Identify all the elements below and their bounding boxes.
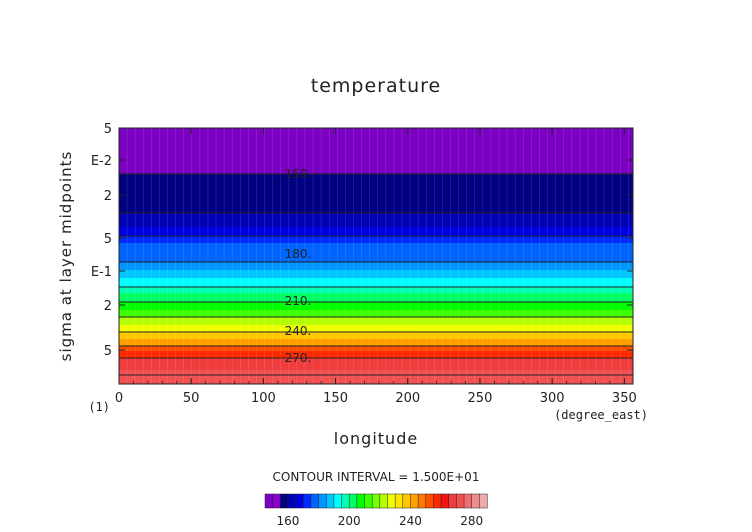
colorbar-tick-label: 240 (399, 514, 422, 528)
x-axis-label: longitude (334, 429, 418, 448)
colorbar-swatch (440, 493, 450, 509)
y-tick-label: 5 (104, 344, 112, 359)
y-tick-label: 5 (104, 122, 112, 137)
x-tick-label: 50 (183, 391, 200, 406)
colorbar-tick-label: 280 (460, 514, 483, 528)
contour-band (119, 339, 633, 347)
contour-band (119, 358, 633, 371)
colorbar-swatch (295, 493, 304, 509)
x-tick-label: 300 (540, 391, 565, 406)
y-tick-label: E-1 (91, 265, 112, 280)
colorbar-swatch (356, 493, 366, 509)
colorbar-swatch (471, 493, 480, 509)
colorbar-swatch (348, 493, 358, 509)
colorbar-swatch (387, 493, 396, 509)
colorbar-swatch (402, 493, 411, 509)
contour-band (119, 302, 633, 311)
colorbar: 160 200 240 280 (264, 493, 488, 528)
colorbar-swatch (280, 493, 289, 509)
contour-label: 150. (285, 167, 312, 181)
x-axis-units: (degree_east) (554, 408, 648, 422)
contour-band (119, 370, 633, 385)
contour-band (119, 325, 633, 333)
colorbar-swatch (287, 493, 297, 509)
colorbar-swatch (479, 493, 488, 509)
x-tick-label: 200 (395, 391, 420, 406)
contour-band (119, 128, 633, 175)
colorbar-swatch (318, 493, 327, 509)
colorbar-swatch (364, 493, 373, 509)
contour-interval-text: CONTOUR INTERVAL = 1.500E+01 (273, 470, 480, 484)
contour-band (119, 346, 633, 352)
colorbar-swatch (272, 493, 281, 509)
contour-band (119, 293, 633, 303)
contour-band (119, 236, 633, 244)
colorbar-swatch (341, 493, 350, 509)
contour-band (119, 317, 633, 326)
contour-label: 180. (285, 247, 312, 261)
x-tick-label: 350 (612, 391, 637, 406)
contour-band (119, 252, 633, 263)
contour-band (119, 174, 633, 214)
y-axis-units: (1) (88, 400, 110, 414)
colorbar-swatch (394, 493, 404, 509)
colorbar-swatch (410, 493, 419, 509)
contour-label: 210. (285, 294, 312, 308)
contour-band (119, 220, 633, 228)
colorbar-tick-label: 200 (338, 514, 361, 528)
y-tick-label: 2 (104, 299, 112, 314)
plot-area: 150. 180. 210. 240. 270. (118, 128, 633, 385)
contour-label: 240. (285, 324, 312, 338)
contour-band (119, 213, 633, 221)
x-axis: 0 50 100 150 200 250 300 350 (115, 128, 637, 406)
contour-band (119, 227, 633, 237)
x-tick-label: 100 (251, 391, 276, 406)
colorbar-swatch (425, 493, 434, 509)
chart-title: temperature (311, 75, 441, 97)
contour-band (119, 332, 633, 340)
colorbar-swatch (371, 493, 381, 509)
colorbar-swatch (433, 493, 442, 509)
colorbar-swatch (463, 493, 473, 509)
colorbar-swatch (303, 493, 312, 509)
colorbar-swatch (379, 493, 389, 509)
x-tick-label: 250 (468, 391, 493, 406)
y-axis-label: sigma at layer midpoints (57, 151, 75, 362)
contour-label: 270. (285, 351, 312, 365)
colorbar-swatch (448, 493, 457, 509)
colorbar-swatch (264, 493, 274, 509)
x-tick-label: 0 (115, 391, 123, 406)
x-tick-label: 150 (323, 391, 348, 406)
y-axis: 5 E-2 2 5 E-1 2 5 (91, 122, 633, 359)
contour-band (119, 310, 633, 318)
y-tick-label: 5 (104, 232, 112, 247)
contour-band (119, 351, 633, 359)
contour-band (119, 243, 633, 253)
colorbar-swatch (310, 493, 320, 509)
y-tick-label: 2 (104, 189, 112, 204)
y-tick-label: E-2 (91, 154, 112, 169)
plot-frame (118, 127, 634, 385)
contour-band (119, 278, 633, 288)
colorbar-swatch (456, 493, 465, 509)
contour-band (119, 287, 633, 294)
contour-band (119, 270, 633, 279)
colorbar-swatch (417, 493, 427, 509)
colorbar-swatch (325, 493, 335, 509)
colorbar-tick-label: 160 (277, 514, 300, 528)
contour-band (119, 262, 633, 271)
colorbar-swatch (333, 493, 343, 509)
